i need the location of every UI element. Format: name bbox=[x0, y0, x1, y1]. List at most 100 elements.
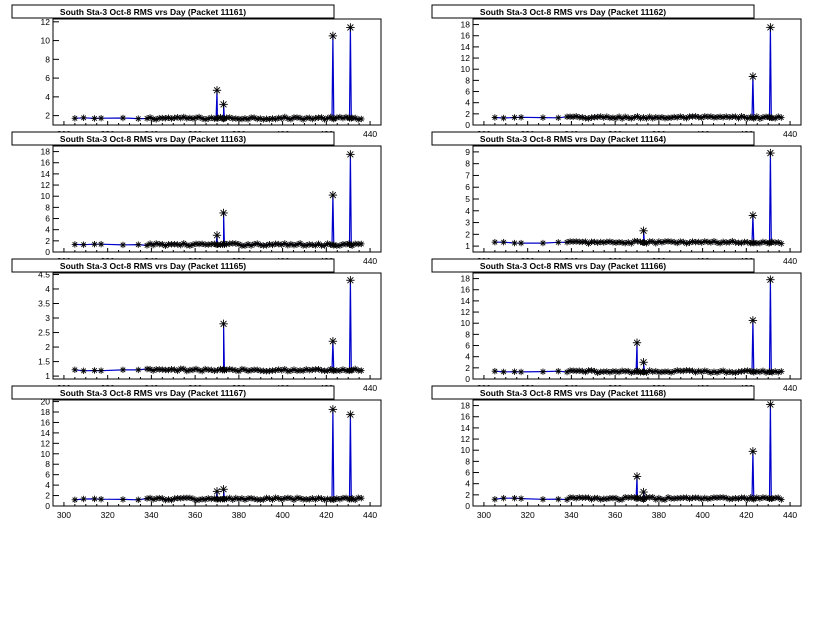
y-tick-label: 18 bbox=[461, 274, 471, 284]
y-tick-label: 18 bbox=[41, 147, 51, 157]
y-tick-label: 16 bbox=[41, 417, 51, 427]
data-point bbox=[165, 114, 172, 121]
chart-title: South Sta-3 Oct-8 RMS vrs Day (Packet 11… bbox=[60, 134, 246, 144]
peak-point bbox=[346, 276, 355, 285]
data-point bbox=[573, 113, 580, 120]
y-tick-label: 10 bbox=[41, 449, 51, 459]
y-tick-label: 16 bbox=[461, 412, 471, 422]
y-tick-label: 1 bbox=[465, 241, 470, 251]
x-tick-label: 440 bbox=[783, 129, 797, 139]
data-point bbox=[263, 494, 270, 502]
data-point bbox=[500, 238, 507, 246]
peak-point bbox=[766, 148, 775, 158]
data-point bbox=[91, 495, 98, 503]
data-point bbox=[358, 494, 365, 502]
data-point bbox=[135, 115, 142, 122]
y-tick-label: 16 bbox=[41, 158, 51, 168]
peak-point bbox=[212, 231, 222, 240]
data-point bbox=[135, 366, 142, 374]
y-tick-label: 3.5 bbox=[38, 298, 50, 308]
data-point bbox=[555, 239, 562, 246]
series-line bbox=[74, 27, 362, 121]
chart-title: South Sta-3 Oct-8 RMS vrs Day (Packet 11… bbox=[480, 261, 666, 271]
y-tick-label: 5 bbox=[465, 194, 470, 204]
data-point bbox=[555, 367, 562, 375]
peak-point bbox=[766, 23, 775, 32]
y-tick-label: 8 bbox=[45, 459, 50, 469]
data-point bbox=[97, 114, 105, 122]
peak-point bbox=[632, 338, 642, 347]
peak-point bbox=[219, 208, 228, 218]
chart-panel: South Sta-3 Oct-8 RMS vrs Day (Packet 11… bbox=[11, 385, 382, 520]
data-point bbox=[517, 495, 525, 502]
data-point bbox=[517, 239, 525, 247]
x-tick-label: 300 bbox=[477, 510, 491, 520]
y-tick-label: 10 bbox=[41, 36, 51, 46]
y-tick-label: 4 bbox=[45, 284, 50, 294]
x-tick-label: 400 bbox=[696, 510, 710, 520]
peak-point bbox=[639, 226, 648, 235]
y-tick-label: 2 bbox=[465, 363, 470, 373]
data-point bbox=[272, 367, 279, 374]
x-tick-label: 380 bbox=[652, 510, 666, 520]
y-tick-label: 4.5 bbox=[38, 269, 50, 279]
peak-point bbox=[639, 358, 648, 367]
y-tick-label: 14 bbox=[461, 42, 471, 52]
peak-point bbox=[219, 319, 228, 329]
y-tick-label: 2.5 bbox=[38, 328, 50, 338]
series-line bbox=[494, 279, 782, 374]
data-point bbox=[165, 366, 172, 374]
chart-panel: South Sta-3 Oct-8 RMS vrs Day (Packet 11… bbox=[11, 131, 382, 266]
chart-title: South Sta-3 Oct-8 RMS vrs Day (Packet 11… bbox=[60, 388, 246, 398]
y-tick-label: 2 bbox=[45, 491, 50, 501]
peak-point bbox=[766, 400, 775, 409]
data-point bbox=[759, 367, 767, 374]
data-point bbox=[500, 368, 507, 376]
chart-panel: South Sta-3 Oct-8 RMS vrs Day (Packet 11… bbox=[431, 4, 802, 139]
chart-title: South Sta-3 Oct-8 RMS vrs Day (Packet 11… bbox=[480, 134, 666, 144]
data-point bbox=[80, 367, 87, 374]
data-point bbox=[97, 367, 105, 374]
y-tick-label: 8 bbox=[45, 54, 50, 64]
data-point bbox=[97, 496, 105, 503]
y-tick-label: 6 bbox=[45, 214, 50, 224]
y-tick-label: 6 bbox=[465, 182, 470, 192]
data-point bbox=[97, 240, 105, 248]
title-box bbox=[11, 258, 335, 273]
y-tick-label: 4 bbox=[465, 206, 470, 216]
data-point bbox=[573, 495, 580, 502]
series-line bbox=[74, 280, 362, 372]
data-point bbox=[266, 495, 273, 502]
y-tick-label: 10 bbox=[461, 445, 471, 455]
chart-panel: South Sta-3 Oct-8 RMS vrs Day (Packet 11… bbox=[11, 258, 382, 393]
data-point bbox=[135, 241, 142, 248]
y-tick-label: 2 bbox=[465, 229, 470, 239]
x-tick-label: 360 bbox=[188, 510, 202, 520]
chart-title: South Sta-3 Oct-8 RMS vrs Day (Packet 11… bbox=[480, 7, 666, 17]
data-point bbox=[539, 496, 547, 503]
peak-point bbox=[748, 211, 758, 220]
y-tick-label: 0 bbox=[465, 120, 470, 130]
y-tick-label: 12 bbox=[41, 17, 51, 27]
peak-point bbox=[328, 337, 338, 346]
data-point bbox=[358, 367, 365, 374]
peak-point bbox=[748, 316, 758, 325]
data-point bbox=[91, 115, 98, 122]
data-point bbox=[80, 495, 87, 503]
data-point bbox=[91, 240, 98, 248]
data-point bbox=[723, 494, 730, 502]
y-tick-label: 2 bbox=[45, 111, 50, 121]
data-point bbox=[80, 241, 87, 248]
y-tick-label: 7 bbox=[465, 170, 470, 180]
chart-panel: South Sta-3 Oct-8 RMS vrs Day (Packet 11… bbox=[431, 258, 802, 393]
peak-point bbox=[346, 410, 355, 419]
peak-point bbox=[328, 190, 338, 200]
data-point bbox=[738, 113, 745, 120]
y-tick-label: 8 bbox=[45, 202, 50, 212]
y-tick-label: 8 bbox=[465, 329, 470, 339]
x-tick-label: 360 bbox=[608, 510, 622, 520]
peak-point bbox=[328, 31, 338, 41]
data-point bbox=[71, 366, 79, 373]
data-point bbox=[539, 239, 547, 247]
x-tick-label: 420 bbox=[739, 510, 753, 520]
